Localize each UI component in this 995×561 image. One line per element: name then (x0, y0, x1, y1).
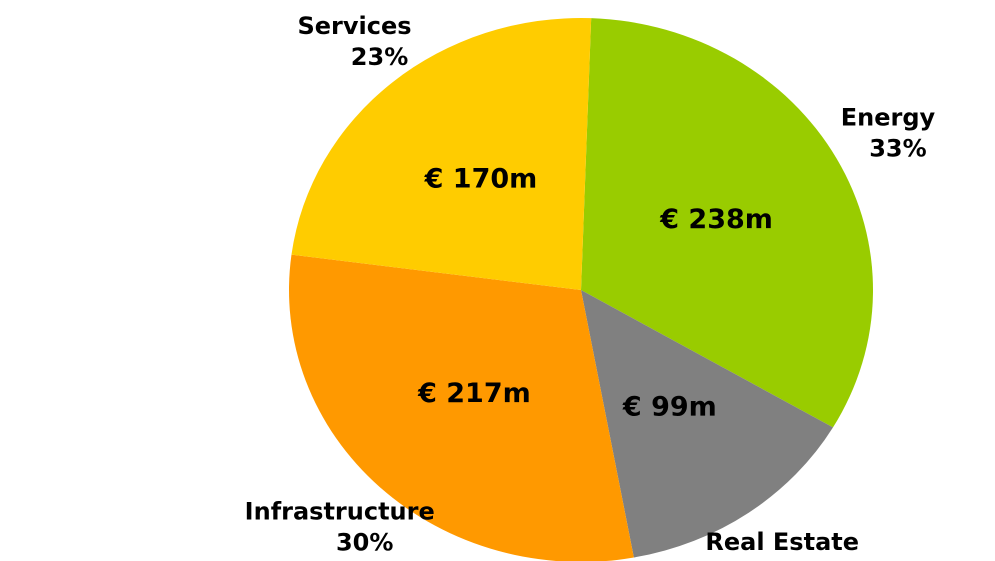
value-label: € 217m (417, 378, 531, 409)
percent-label: 33% (869, 135, 926, 163)
value-label: € 99m (622, 392, 717, 423)
category-label: Services (297, 12, 411, 40)
pie-slice (581, 18, 873, 428)
pie-slice (581, 290, 834, 558)
category-label: Infrastructure (245, 498, 435, 526)
percent-label: 30% (336, 529, 393, 557)
category-label: Real Estate (705, 528, 859, 556)
percent-label: 14% (763, 559, 820, 561)
value-label: € 238m (659, 204, 773, 235)
value-label: € 170m (424, 163, 538, 194)
percent-label: 23% (351, 43, 408, 71)
pie-slice (291, 18, 592, 291)
category-label: Energy (841, 104, 936, 132)
pie-slice (289, 254, 634, 561)
